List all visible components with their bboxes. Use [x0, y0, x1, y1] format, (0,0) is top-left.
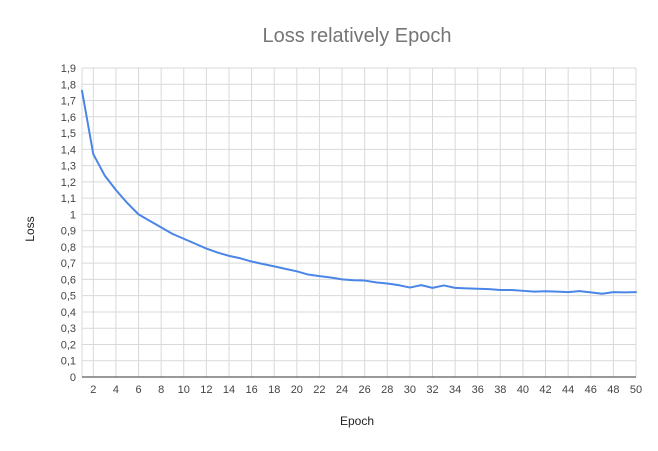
x-tick-label: 16: [245, 384, 257, 396]
x-tick-label: 34: [449, 384, 461, 396]
x-tick-label: 38: [494, 384, 506, 396]
x-tick-label: 10: [178, 384, 190, 396]
x-tick-label: 26: [359, 384, 371, 396]
x-axis-ticks: 2 4 6 8 10 12 14 16 18 20 22 24 26 28 30 32 34 36 38 40 42 44…: [90, 384, 642, 396]
x-tick-label: 4: [113, 384, 119, 396]
x-tick-label: 50: [630, 384, 642, 396]
y-tick-label: 1,8: [61, 79, 76, 91]
y-tick-label: 1,7: [61, 96, 76, 108]
y-tick-label: 0,1: [61, 356, 76, 368]
x-tick-label: 14: [223, 384, 235, 396]
y-tick-label: 0,6: [61, 274, 76, 286]
x-tick-label: 48: [607, 384, 619, 396]
x-axis-title: Epoch: [340, 414, 374, 428]
x-tick-label: 18: [268, 384, 280, 396]
grid: [81, 67, 637, 377]
x-tick-label: 2: [90, 384, 96, 396]
y-tick-label: 1,9: [61, 63, 76, 75]
y-tick-label: 0,2: [61, 339, 76, 351]
y-tick-label: 0,8: [61, 242, 76, 254]
x-tick-label: 12: [200, 384, 212, 396]
y-tick-label: 0,5: [61, 291, 76, 303]
y-tick-label: 0,9: [61, 226, 76, 238]
y-tick-label: 1,1: [61, 193, 76, 205]
x-tick-label: 28: [381, 384, 393, 396]
x-tick-label: 32: [426, 384, 438, 396]
x-tick-label: 46: [585, 384, 597, 396]
y-tick-label: 1,6: [61, 112, 76, 124]
x-tick-label: 36: [472, 384, 484, 396]
x-tick-label: 42: [539, 384, 551, 396]
y-tick-label: 1,3: [61, 161, 76, 173]
loss-series-line: [81, 89, 637, 295]
chart-title: Loss relatively Epoch: [263, 25, 452, 47]
x-tick-label: 8: [158, 384, 164, 396]
x-tick-label: 20: [291, 384, 303, 396]
y-tick-label: 1,4: [61, 144, 76, 156]
x-tick-label: 44: [562, 384, 574, 396]
y-tick-label: 1,5: [61, 128, 76, 140]
x-tick-label: 30: [404, 384, 416, 396]
x-tick-label: 22: [313, 384, 325, 396]
x-tick-label: 6: [135, 384, 141, 396]
y-axis-ticks: 0 0,1 0,2 0,3 0,4 0,5 0,6 0,7 0,8 0,9 1 1,1 1,2 1,3 1,…: [61, 63, 76, 384]
y-axis-title: Loss: [23, 216, 37, 241]
y-tick-label: 0,3: [61, 323, 76, 335]
y-tick-label: 0,7: [61, 258, 76, 270]
y-tick-label: 1,2: [61, 177, 76, 189]
x-tick-label: 40: [517, 384, 529, 396]
y-tick-label: 1: [70, 209, 76, 221]
y-tick-label: 0: [70, 372, 76, 384]
y-tick-label: 0,4: [61, 307, 76, 319]
x-tick-label: 24: [336, 384, 348, 396]
series-layer: [81, 89, 637, 295]
